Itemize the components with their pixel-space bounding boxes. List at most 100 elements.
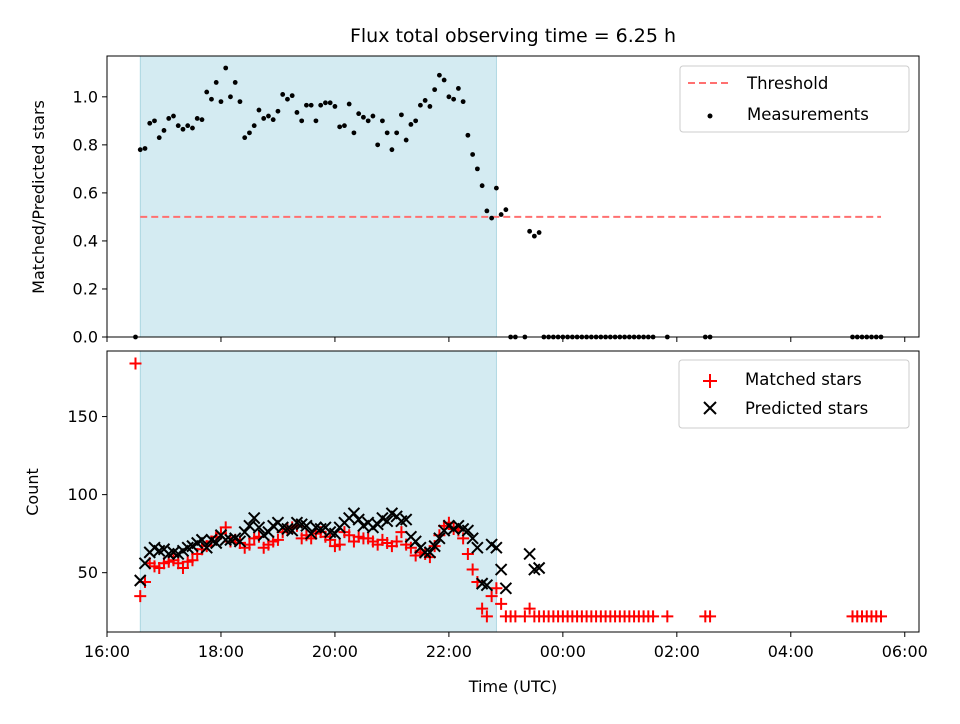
measurement-point (152, 118, 157, 124)
measurement-point (474, 166, 480, 172)
bottom-y-axis-label: Count (23, 468, 42, 516)
top-y-tick-label: 1.0 (73, 87, 98, 106)
x-tick-label: 00:00 (540, 642, 586, 661)
predicted-star-point (523, 547, 536, 561)
matched-star-point (490, 582, 503, 595)
predicted-star-point (371, 518, 384, 531)
measurement-point (213, 80, 219, 85)
x-tick-label: 02:00 (654, 642, 700, 661)
predicted-star-point (300, 519, 313, 533)
measurement-point (289, 93, 295, 99)
matched-star-point (704, 610, 717, 623)
measurement-point (389, 147, 395, 153)
measurement-point (531, 233, 537, 239)
matched-star-point (343, 529, 356, 542)
predicted-star-point (200, 541, 213, 554)
predicted-star-point (247, 511, 261, 525)
measurement-point (451, 96, 457, 102)
predicted-star-point (399, 513, 413, 526)
measurement-point (413, 118, 419, 124)
measurement-point (161, 128, 167, 133)
measurement-point (427, 104, 433, 109)
top-y-tick-label: 0.0 (73, 328, 98, 347)
predicted-star-point (380, 514, 394, 528)
matched-star-point (333, 538, 346, 551)
measurement-point (403, 137, 409, 143)
measurement-point (432, 87, 438, 93)
measurement-point (441, 77, 447, 83)
legend-matched-swatch (703, 374, 717, 388)
legend-matched-label: Matched stars (745, 370, 862, 389)
measurement-point (479, 183, 485, 189)
measurement-point (323, 100, 328, 106)
matched-star-point (324, 533, 337, 546)
top-legend-box (679, 65, 910, 133)
measurement-point (142, 146, 148, 151)
measurement-point (384, 130, 390, 136)
measurement-point (365, 118, 371, 124)
measurement-point (327, 100, 333, 106)
predicted-star-point (347, 507, 361, 520)
matched-star-point (461, 547, 474, 560)
measurement-point (489, 215, 495, 221)
measurement-point (465, 132, 471, 138)
measurement-point (185, 123, 191, 129)
matched-star-point (271, 533, 284, 546)
predicted-star-point (252, 521, 266, 534)
measurement-point (408, 122, 414, 127)
bottom-y-tick-label: 150 (67, 407, 98, 426)
predicted-star-point (461, 524, 475, 537)
x-tick-label: 20:00 (312, 642, 358, 661)
matched-star-point (495, 597, 508, 610)
legend-threshold-label: Threshold (746, 74, 828, 93)
measurement-point (228, 94, 233, 100)
matched-star-point (523, 602, 536, 615)
predicted-star-point (352, 513, 365, 526)
measurement-point (280, 92, 286, 97)
measurement-point (346, 101, 352, 107)
top-legend: Threshold Measurements (679, 65, 910, 133)
matched-star-point (129, 357, 142, 370)
measurement-point (356, 111, 362, 117)
x-tick-label: 04:00 (768, 642, 814, 661)
measurement-point (399, 112, 404, 118)
x-tick-label: 18:00 (198, 642, 244, 661)
matched-star-point (485, 590, 498, 603)
predicted-star-point (285, 524, 299, 537)
matched-star-point (466, 563, 479, 576)
measurement-point (332, 104, 338, 109)
measurement-point (156, 135, 162, 141)
predicted-star-point (480, 578, 494, 592)
measurement-point (204, 89, 210, 95)
measurement-point (180, 126, 186, 132)
measurement-point (194, 116, 200, 121)
predicted-star-point (195, 533, 209, 547)
measurement-point (375, 142, 381, 148)
predicted-star-point (262, 525, 275, 539)
matched-star-point (476, 602, 489, 615)
measurement-point (256, 107, 262, 113)
legend-measurements-label: Measurements (747, 105, 869, 124)
predicted-star-point (490, 541, 503, 554)
measurement-point (422, 98, 428, 103)
predicted-star-point (466, 532, 479, 545)
measurement-point (275, 108, 281, 114)
measurement-point (251, 123, 257, 129)
predicted-star-point (409, 535, 422, 548)
measurement-point (460, 99, 466, 105)
top-observing-window (139, 55, 497, 338)
matched-star-point (134, 590, 147, 603)
bottom-y-tick-label: 100 (67, 485, 98, 504)
predicted-star-point (138, 557, 152, 570)
top-frame (106, 55, 920, 338)
matched-star-point (875, 610, 888, 623)
predicted-star-point (433, 532, 446, 545)
measurement-point (223, 65, 229, 71)
matched-star-point (390, 535, 403, 548)
bottom-panel: 50 100 150 16:00 18:00 20:00 22:00 00:00 02:00 04… (67, 350, 928, 661)
bottom-legend-box (678, 359, 910, 429)
top-y-tick-label: 0.6 (73, 183, 98, 202)
top-y-axis-label: Matched/Predicted stars (29, 100, 48, 294)
measurement-point (304, 102, 309, 108)
x-axis-label: Time (UTC) (468, 677, 557, 696)
